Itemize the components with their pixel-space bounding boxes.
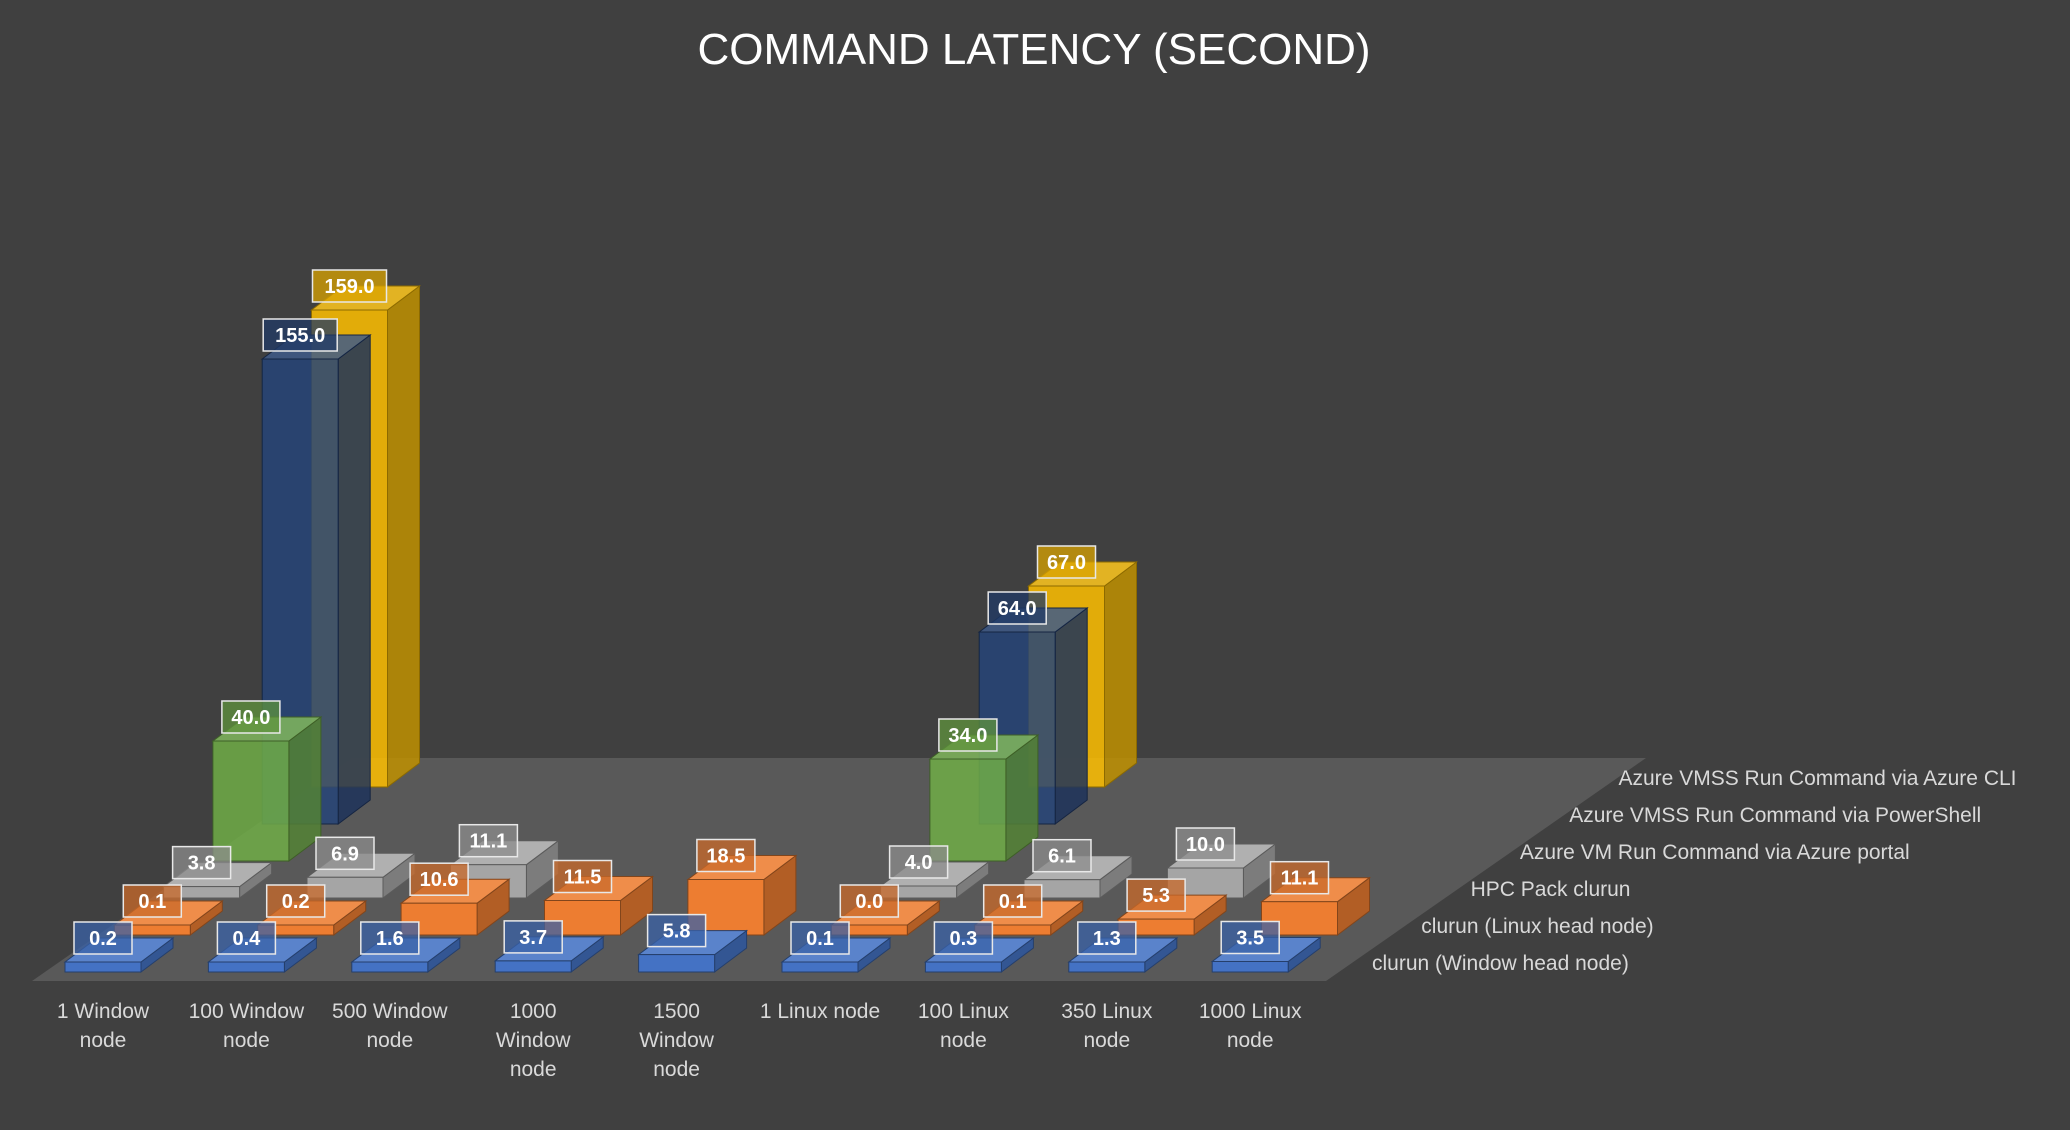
data-label: 0.1 [982,884,1043,918]
svg-text:3.7: 3.7 [519,927,547,949]
data-label: 0.0 [839,884,900,918]
category-label: 1000 Window node [496,1000,572,1081]
bar-side [337,334,371,825]
data-label: 11.5 [552,859,613,894]
svg-text:1.6: 1.6 [376,928,404,950]
bar-front [1211,961,1289,973]
data-label: 6.1 [1032,838,1092,873]
bar-side [1054,607,1088,825]
data-label: 155.0 [262,318,338,352]
series-label: Azure VMSS Run Command via PowerShell [1569,804,1981,827]
svg-text:0.2: 0.2 [282,891,310,913]
data-label: 67.0 [1036,545,1097,579]
bar [211,716,323,862]
svg-text:11.5: 11.5 [564,867,602,889]
data-label: 0.3 [933,921,994,955]
data-label: 11.1 [1269,860,1330,895]
data-label: 1.3 [1077,921,1137,955]
data-label: 0.1 [122,884,183,918]
data-label: 3.7 [503,920,563,954]
data-label: 4.0 [888,845,949,879]
bar [928,734,1040,862]
data-label: 10.0 [1175,827,1236,861]
series-label: Azure VM Run Command via Azure portal [1520,841,1910,864]
svg-text:0.1: 0.1 [999,891,1027,913]
data-label: 10.6 [409,862,469,896]
svg-text:64.0: 64.0 [998,598,1037,620]
category-label: 350 Linux node [1061,1000,1153,1052]
svg-text:34.0: 34.0 [948,725,987,747]
bar-front [929,758,1007,862]
svg-text:0.2: 0.2 [89,928,117,950]
bar-front [400,902,478,936]
data-label: 3.5 [1220,920,1280,955]
series-label: Azure VMSS Run Command via Azure CLI [1619,767,2017,790]
svg-text:3.5: 3.5 [1236,928,1264,950]
data-label: 0.1 [790,921,850,955]
bar-front [351,961,429,973]
svg-text:0.0: 0.0 [855,891,883,913]
data-label: 64.0 [987,591,1047,625]
svg-text:6.1: 6.1 [1048,846,1076,868]
category-label: 100 Linux node [918,1000,1010,1052]
svg-text:10.0: 10.0 [1186,834,1225,856]
bar-front [64,961,142,973]
series-label: clurun (Linux head node) [1421,915,1653,938]
category-label: 500 Window node [332,1000,448,1052]
svg-text:11.1: 11.1 [1281,868,1319,890]
bar-side [1104,561,1137,788]
bar-front [781,961,859,973]
data-label: 18.5 [696,838,756,873]
data-label: 0.2 [73,921,133,955]
svg-text:67.0: 67.0 [1047,552,1086,574]
data-label: 0.4 [216,921,277,955]
chart-title: COMMAND LATENCY (SECOND) [697,25,1370,74]
data-label: 40.0 [221,700,281,734]
svg-text:5.3: 5.3 [1142,885,1170,907]
data-label: 159.0 [311,269,388,303]
category-label: 1 Linux node [760,1000,880,1023]
bar-front [494,960,572,973]
svg-text:0.3: 0.3 [949,928,977,950]
data-label: 11.1 [458,823,519,858]
series-label: HPC Pack clurun [1471,878,1631,901]
data-label: 5.8 [646,913,707,948]
svg-text:10.6: 10.6 [420,869,459,891]
svg-text:0.4: 0.4 [232,928,261,950]
svg-text:0.1: 0.1 [806,928,834,950]
data-label: 34.0 [938,718,998,752]
bar-front [638,954,716,973]
data-label: 3.8 [171,845,232,880]
svg-text:4.0: 4.0 [905,852,933,874]
svg-text:3.8: 3.8 [188,853,216,875]
category-label: 100 Window node [189,1000,305,1052]
svg-text:5.8: 5.8 [663,921,691,943]
bar-front [212,740,290,862]
svg-text:1.3: 1.3 [1093,928,1121,950]
svg-text:11.1: 11.1 [469,831,507,853]
svg-text:18.5: 18.5 [706,846,745,868]
bar-front [924,961,1002,973]
data-label: 0.2 [265,884,326,918]
svg-text:40.0: 40.0 [231,707,270,729]
bar-front [1068,961,1146,973]
bar-side [387,285,420,788]
category-label: 1 Window node [57,1000,150,1052]
data-label: 1.6 [360,921,420,955]
bar-front [207,961,285,973]
svg-text:6.9: 6.9 [331,843,359,865]
series-label: clurun (Window head node) [1372,952,1629,975]
data-label: 5.3 [1126,878,1186,912]
svg-text:159.0: 159.0 [324,276,374,298]
category-label: 1000 Linux node [1199,1000,1302,1052]
svg-text:155.0: 155.0 [275,325,325,347]
category-label: 1500 Window node [639,1000,715,1081]
svg-text:0.1: 0.1 [138,891,166,913]
data-label: 6.9 [315,836,375,871]
